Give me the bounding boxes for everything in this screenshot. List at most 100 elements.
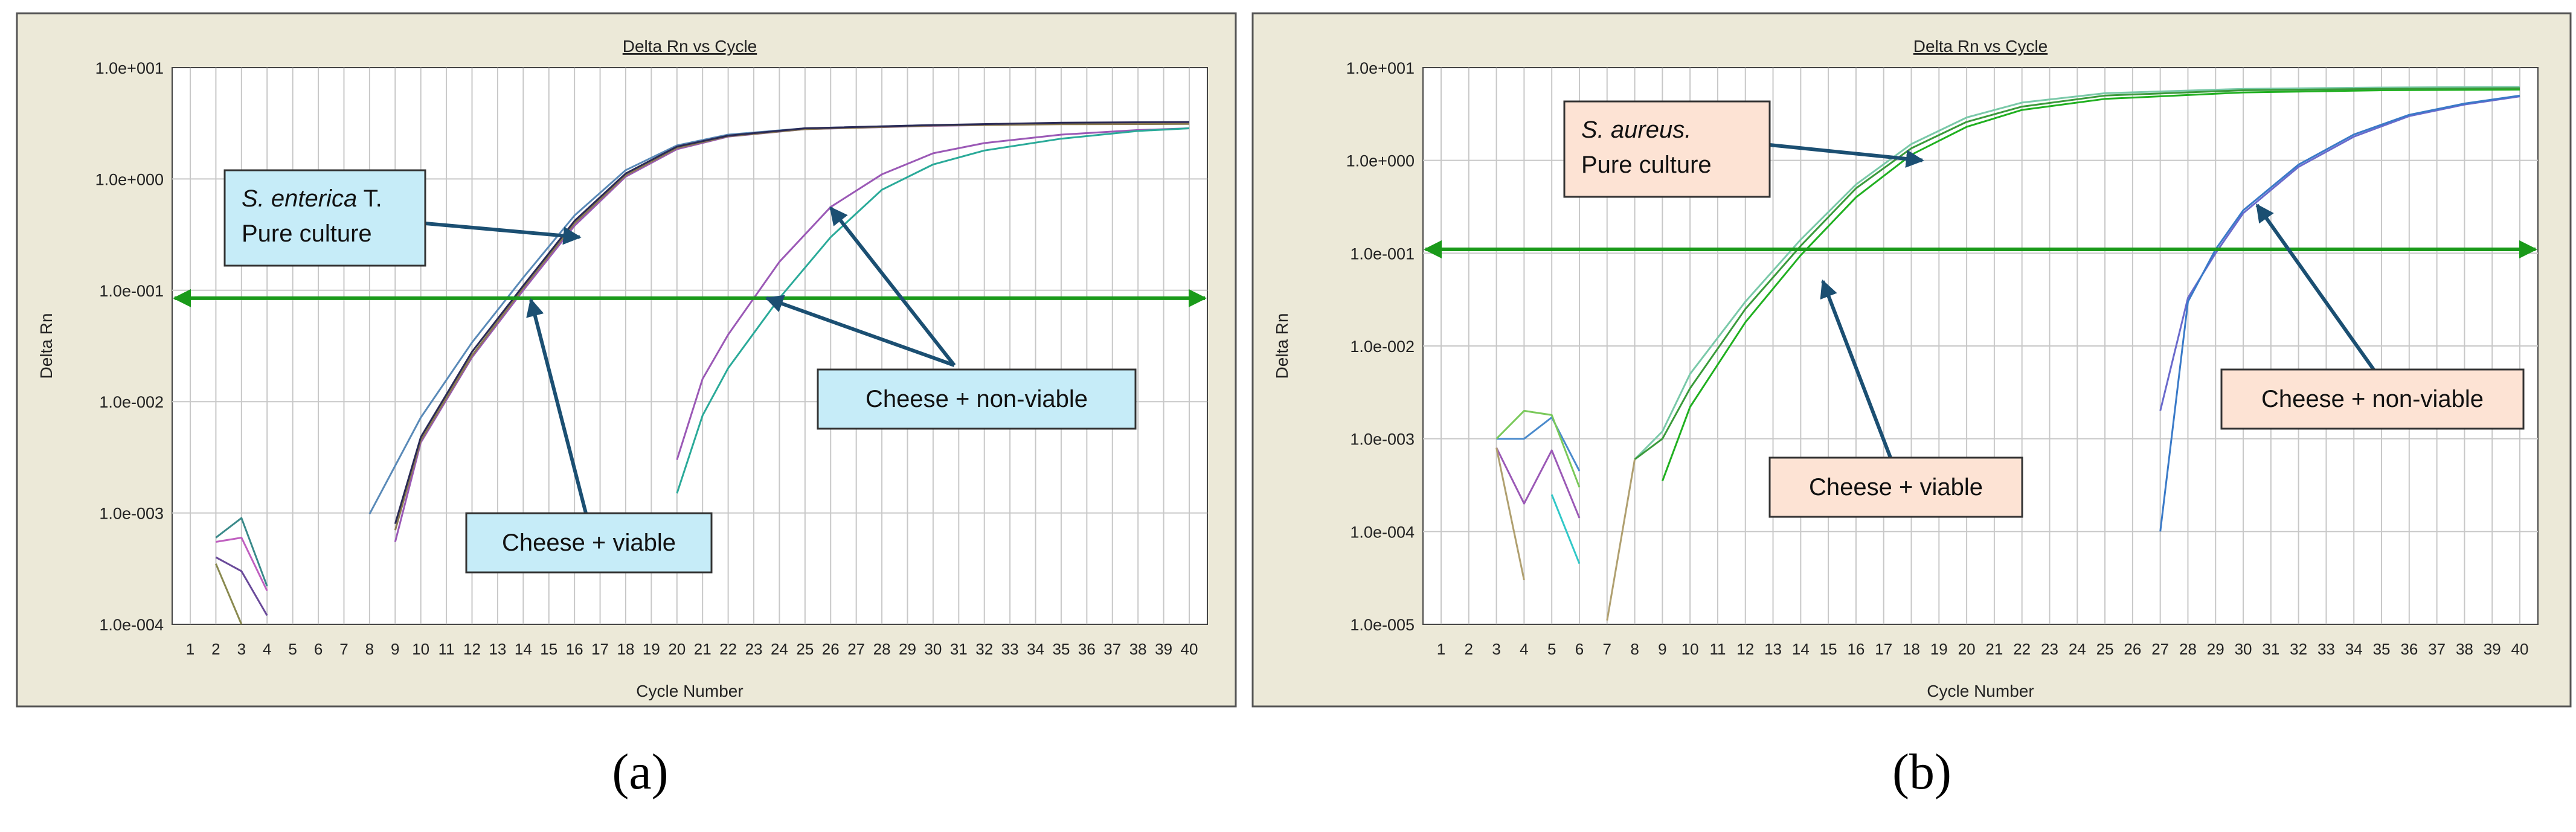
x-tick-label: 34: [2345, 640, 2363, 658]
x-tick-label: 21: [1985, 640, 2003, 658]
x-tick-label: 8: [1630, 640, 1639, 658]
annotation-1: S. enterica T. Pure culture: [223, 169, 582, 267]
y-tick-label: 1.0e-005: [1350, 616, 1415, 634]
x-tick-label: 32: [2290, 640, 2307, 658]
x-tick-label: 30: [2235, 640, 2252, 658]
annotation-box: [2220, 368, 2525, 430]
x-tick-label: 11: [1709, 640, 1726, 658]
x-tick-label: 19: [1930, 640, 1948, 658]
y-tick-label: 1.0e-001: [1350, 245, 1415, 263]
annotation-text: Cheese + non-viable: [2261, 386, 2484, 412]
x-tick-label: 25: [2096, 640, 2114, 658]
annotation-text: Pure culture: [242, 220, 372, 247]
annotation-arrow: [765, 295, 956, 367]
series-line-7: [215, 517, 268, 587]
annotation-box: [465, 512, 713, 574]
x-tick-label: 32: [975, 640, 993, 658]
x-tick-label: 37: [2428, 640, 2446, 658]
series-line-8: [216, 537, 268, 592]
x-tick-label: 5: [1547, 640, 1556, 658]
x-tick-label: 23: [745, 640, 763, 658]
x-tick-label: 36: [2400, 640, 2418, 658]
y-tick-label: 1.0e-003: [1350, 430, 1415, 449]
x-tick-label: 9: [1658, 640, 1666, 658]
x-tick-label: 40: [1181, 640, 1198, 658]
x-tick-label: 22: [2013, 640, 2031, 658]
x-tick-label: 31: [950, 640, 968, 658]
y-tick-label: 1.0e-004: [99, 616, 164, 634]
x-tick-label: 16: [1847, 640, 1865, 658]
x-tick-label: 2: [211, 640, 220, 658]
x-tick-label: 7: [339, 640, 348, 658]
y-tick-label: 1.0e-004: [1350, 523, 1415, 541]
x-tick-label: 25: [796, 640, 814, 658]
series-line-6: [676, 127, 1190, 494]
x-tick-label: 8: [365, 640, 374, 658]
x-tick-label: 17: [591, 640, 609, 658]
x-tick-label: 27: [2151, 640, 2169, 658]
x-tick-label: 14: [1792, 640, 1810, 658]
x-tick-label: 34: [1027, 640, 1044, 658]
series-line-2: [1661, 88, 2520, 482]
x-tick-label: 24: [771, 640, 788, 658]
annotation-text: S. aureus.: [1581, 117, 1691, 143]
series-line-8: [1495, 447, 1581, 519]
annotation-text: Cheese + viable: [1809, 474, 1983, 501]
x-tick-label: 38: [2456, 640, 2473, 658]
series-line-9: [215, 556, 268, 616]
x-tick-label: 18: [617, 640, 635, 658]
x-tick-label: 3: [237, 640, 246, 658]
x-tick-label: 9: [391, 640, 399, 658]
x-tick-label: 12: [1736, 640, 1754, 658]
x-tick-label: 24: [2069, 640, 2086, 658]
x-tick-label: 4: [263, 640, 271, 658]
x-axis-label: Cycle Number: [1927, 682, 2034, 700]
y-tick-label: 1.0e+000: [1346, 152, 1415, 170]
annotation-box: [1768, 456, 2023, 518]
x-tick-label: 30: [924, 640, 942, 658]
x-tick-label: 16: [566, 640, 583, 658]
x-tick-label: 31: [2262, 640, 2279, 658]
annotation-arrow: [829, 206, 956, 366]
x-tick-label: 15: [1820, 640, 1837, 658]
y-axis-label: Delta Rn: [1273, 313, 1291, 379]
chart-panel-b: 1 2 3 4 5 6 7 8 9 10 11 12 13 14 15 16 17 18 19 20 21 22 23 24 2…: [1251, 12, 2572, 708]
x-tick-label: 6: [1575, 640, 1584, 658]
series-line-10: [215, 563, 243, 625]
chart-title: Delta Rn vs Cycle: [1913, 37, 2048, 56]
chart-title: Delta Rn vs Cycle: [623, 37, 757, 56]
y-tick-label: 1.0e+001: [95, 59, 164, 77]
x-tick-label: 36: [1078, 640, 1096, 658]
annotation-arrow: [425, 222, 582, 245]
x-tick-label: 2: [1465, 640, 1473, 658]
y-tick-label: 1.0e-003: [99, 505, 164, 523]
annotation-arrow: [1820, 279, 1892, 459]
series-line-11: [1606, 459, 1636, 621]
x-tick-label: 39: [2484, 640, 2501, 658]
x-tick-label: 35: [1052, 640, 1070, 658]
x-tick-label: 15: [540, 640, 557, 658]
series-line-5: [676, 127, 1190, 461]
y-tick-label: 1.0e-002: [1350, 338, 1415, 356]
x-tick-label: 22: [719, 640, 737, 658]
x-tick-label: 12: [463, 640, 481, 658]
x-tick-label: 6: [314, 640, 323, 658]
x-tick-label: 11: [438, 640, 455, 658]
annotation-box: [817, 368, 1137, 430]
x-tick-label: 37: [1103, 640, 1121, 658]
panel-label-b: (b): [1892, 744, 1951, 800]
x-axis-label: Cycle Number: [636, 682, 743, 700]
annotation-3: Cheese + non-viable: [2220, 203, 2525, 430]
series-line-4: [394, 121, 1190, 524]
series-line-9: [1550, 494, 1581, 565]
annotation-2: Cheese + viable: [1768, 279, 2023, 518]
y-tick-label: 1.0e-002: [99, 393, 164, 411]
x-tick-label: 28: [2179, 640, 2197, 658]
x-tick-label: 18: [1903, 640, 1920, 658]
annotation-arrow: [526, 298, 588, 514]
series-line-7: [1495, 409, 1581, 488]
x-tick-label: 17: [1875, 640, 1892, 658]
y-tick-label: 1.0e+001: [1346, 59, 1415, 77]
annotation-box: [223, 169, 426, 267]
